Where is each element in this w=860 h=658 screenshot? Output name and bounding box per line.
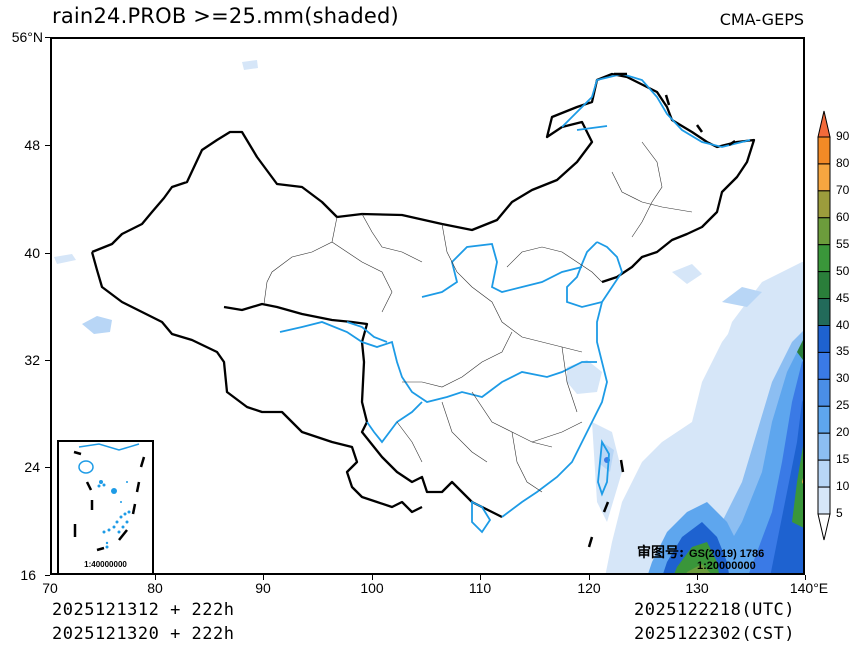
colorbar-level-label: 90 <box>836 129 850 143</box>
x-tick <box>263 575 264 580</box>
colorbar-band <box>817 244 831 273</box>
colorbar-level-label: 70 <box>836 182 850 197</box>
x-tick <box>589 575 590 580</box>
y-tick-label: 48 <box>24 137 40 153</box>
x-tick-label: 110 <box>468 580 492 596</box>
colorbar-level-label: 25 <box>836 398 850 413</box>
y-tick <box>45 253 50 254</box>
approval-label: 审图号: <box>637 545 685 561</box>
colorbar-level-label: 20 <box>836 425 850 440</box>
colorbar-level-label: 80 <box>836 155 850 170</box>
inset-map <box>73 443 146 552</box>
y-tick-label: 56°N <box>11 29 43 45</box>
y-tick-label: 24 <box>24 459 40 475</box>
colorbar-band <box>817 432 831 461</box>
x-tick <box>155 575 156 580</box>
x-tick-label: 90 <box>255 580 271 596</box>
colorbar-band <box>817 190 831 219</box>
x-tick <box>805 575 806 580</box>
y-tick-label: 40 <box>24 245 40 261</box>
colorbar-level-label: 15 <box>836 452 850 467</box>
y-tick <box>45 145 50 146</box>
y-tick <box>45 360 50 361</box>
colorbar-band <box>817 298 831 327</box>
colorbar-band <box>817 405 831 434</box>
colorbar-level-label: 35 <box>836 344 850 359</box>
colorbar-band <box>817 325 831 353</box>
colorbar-level-label: 10 <box>836 479 850 494</box>
x-tick <box>697 575 698 580</box>
colorbar-level-label: 55 <box>836 236 850 251</box>
x-tick-label: 140°E <box>789 580 829 596</box>
y-tick <box>45 37 50 38</box>
valid-time-utc: 2025122218(UTC) <box>634 600 796 620</box>
x-tick <box>480 575 481 580</box>
precip-probability-map <box>54 60 803 573</box>
china-border <box>90 72 756 519</box>
model-label: CMA-GEPS <box>719 10 804 29</box>
y-tick-label: 32 <box>24 352 40 368</box>
colorbar-level-label: 40 <box>836 317 850 332</box>
colorbar-level-label: 45 <box>836 290 850 305</box>
map-approval-number: 审图号: GS(2019) 1786 <box>637 542 764 562</box>
colorbar-band <box>817 459 831 488</box>
x-tick-label: 130 <box>685 580 709 596</box>
colorbar-level-label: 60 <box>836 209 850 224</box>
init-time-cst: 2025121320 + 222h <box>52 624 235 644</box>
valid-time-cst: 2025122302(CST) <box>634 624 796 644</box>
colorbar-band <box>817 351 831 380</box>
colorbar-level-label: 30 <box>836 371 850 386</box>
x-tick-label: 80 <box>147 580 163 596</box>
x-tick-label: 100 <box>360 580 384 596</box>
colorbar-band <box>817 486 831 515</box>
x-tick-label: 120 <box>577 580 601 596</box>
colorbar-band <box>817 163 831 192</box>
x-tick <box>372 575 373 580</box>
y-tick <box>45 575 50 576</box>
y-tick-label: 16 <box>20 567 36 583</box>
colorbar <box>817 110 831 541</box>
colorbar-band <box>817 136 831 165</box>
init-time-utc: 2025121312 + 222h <box>52 600 235 620</box>
colorbar-level-label: 5 <box>836 506 843 520</box>
y-tick <box>45 467 50 468</box>
map-plot-area <box>50 37 805 575</box>
x-tick-label: 70 <box>42 580 58 596</box>
chart-title: rain24.PROB >=25.mm(shaded) <box>52 4 399 28</box>
dashed-boundary <box>587 72 736 548</box>
south-china-sea-inset: 1:40000000 <box>57 440 154 575</box>
colorbar-band <box>817 217 831 246</box>
colorbar-band <box>817 271 831 300</box>
inset-scale-label: 1:40000000 <box>84 560 127 569</box>
rivers-coastline <box>279 73 751 534</box>
colorbar-band <box>817 378 831 407</box>
main-scale-label: 1:20000000 <box>697 560 756 572</box>
province-borders <box>263 141 693 493</box>
approval-code: GS(2019) 1786 <box>689 548 765 560</box>
colorbar-level-label: 50 <box>836 263 850 278</box>
